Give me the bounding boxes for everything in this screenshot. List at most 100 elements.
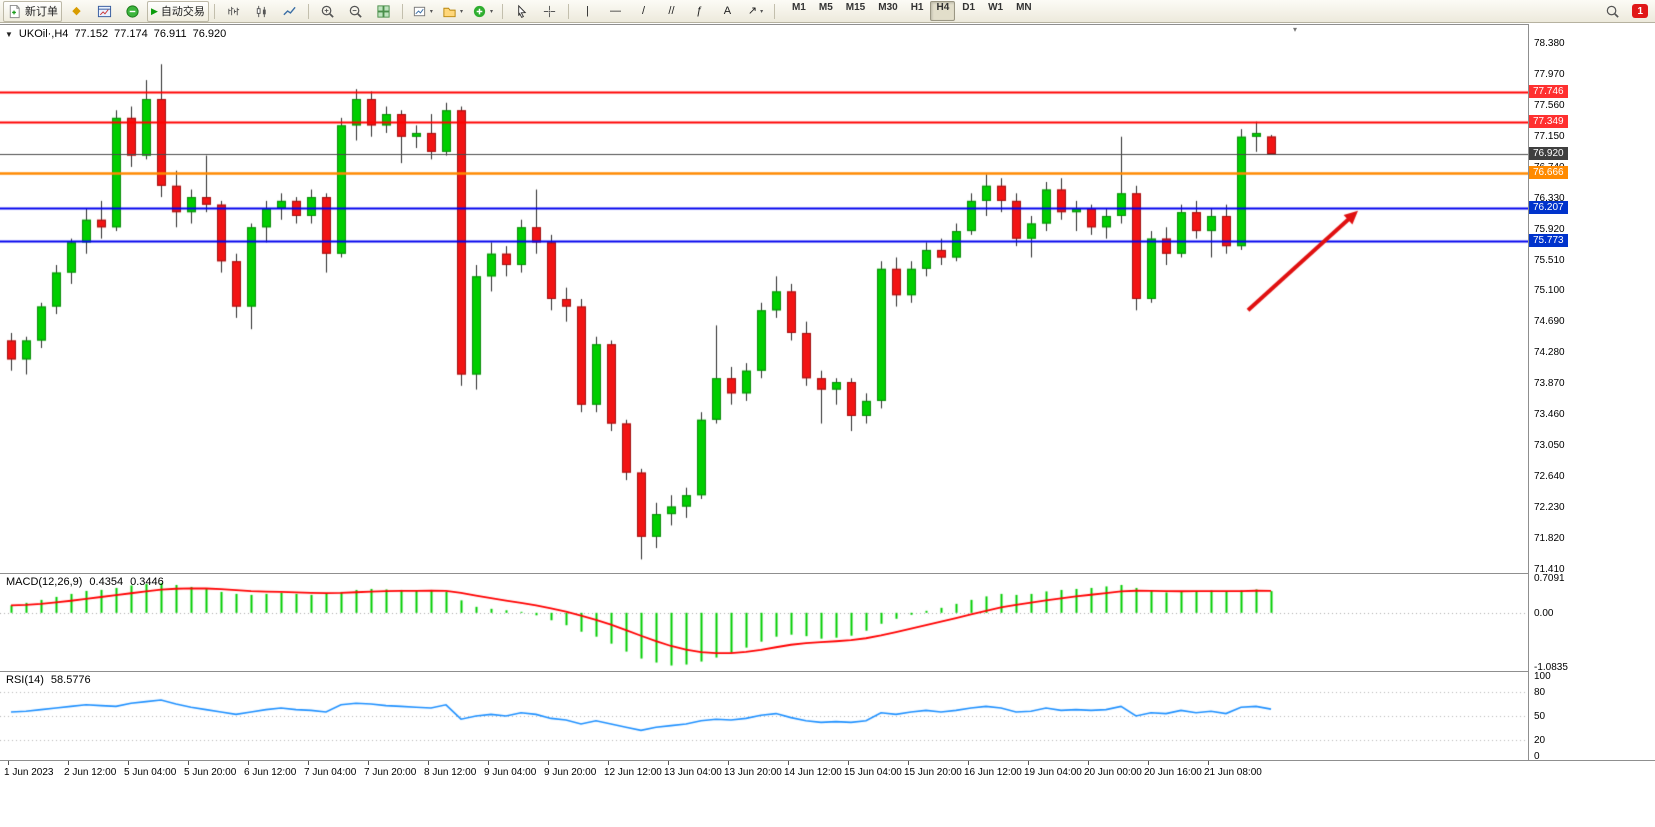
- macd-value-signal: 0.3446: [130, 576, 164, 588]
- time-tick: [728, 761, 729, 765]
- rsi-scale-label: 80: [1534, 687, 1545, 698]
- trendline-tool-button[interactable]: /: [630, 1, 657, 22]
- pane-separator[interactable]: [0, 573, 1655, 574]
- price-tick-label: 73.460: [1534, 409, 1565, 420]
- time-tick: [1028, 761, 1029, 765]
- new-chart-icon: [412, 4, 427, 19]
- profiles-button[interactable]: ▾: [438, 1, 467, 22]
- text-tool-button[interactable]: A: [714, 1, 741, 22]
- channel-tool-button[interactable]: //: [658, 1, 685, 22]
- zoom-in-icon: [320, 4, 335, 19]
- horizontal-line-tool-button[interactable]: —: [602, 1, 629, 22]
- time-label: 15 Jun 04:00: [844, 767, 902, 778]
- bar-chart-button[interactable]: [220, 1, 247, 22]
- macd-indicator-canvas[interactable]: [0, 574, 1528, 670]
- tile-windows-button[interactable]: [370, 1, 397, 22]
- time-tick: [128, 761, 129, 765]
- trading-terminal-window: 新订单 ◆ ▶ 自动交易: [0, 0, 1655, 827]
- market-watch-button[interactable]: [91, 1, 118, 22]
- search-button[interactable]: [1599, 1, 1626, 22]
- dropdown-caret-icon: ▾: [760, 8, 763, 15]
- candlestick-chart-icon: [254, 4, 269, 19]
- data-window-icon: [125, 4, 140, 19]
- pane-separator[interactable]: [0, 671, 1655, 672]
- crosshair-icon: [542, 4, 557, 19]
- vertical-line-icon: |: [586, 6, 589, 17]
- zoom-out-icon: [348, 4, 363, 19]
- time-label: 7 Jun 04:00: [304, 767, 356, 778]
- timeframe-button-mn[interactable]: MN: [1010, 1, 1038, 21]
- rsi-scale-label: 100: [1534, 671, 1551, 682]
- timeframe-button-m5[interactable]: M5: [813, 1, 839, 21]
- fibonacci-icon: ƒ: [696, 6, 702, 17]
- timeframe-button-d1[interactable]: D1: [956, 1, 981, 21]
- timeframe-button-m1[interactable]: M1: [786, 1, 812, 21]
- time-label: 19 Jun 04:00: [1024, 767, 1082, 778]
- cursor-button[interactable]: [508, 1, 535, 22]
- symbols-button[interactable]: ◆: [63, 1, 90, 22]
- line-chart-button[interactable]: [276, 1, 303, 22]
- new-order-button[interactable]: 新订单: [3, 1, 62, 22]
- time-label: 13 Jun 04:00: [664, 767, 722, 778]
- bottom-strip: [0, 783, 1655, 827]
- price-scale[interactable]: 78.38077.97077.56077.15076.74076.33075.9…: [1529, 24, 1655, 760]
- crosshair-button[interactable]: [536, 1, 563, 22]
- timeframe-button-m15[interactable]: M15: [840, 1, 871, 21]
- zoom-in-button[interactable]: [314, 1, 341, 22]
- time-label: 20 Jun 16:00: [1144, 767, 1202, 778]
- ohlc-high: 77.174: [114, 28, 148, 40]
- tile-windows-icon: [376, 4, 391, 19]
- new-chart-button[interactable]: ▾: [408, 1, 437, 22]
- time-tick: [1208, 761, 1209, 765]
- autotrading-button[interactable]: ▶ 自动交易: [147, 1, 209, 22]
- data-window-button[interactable]: [119, 1, 146, 22]
- main-toolbar: 新订单 ◆ ▶ 自动交易: [0, 0, 1655, 23]
- symbol-dropdown-icon[interactable]: ▼: [5, 30, 13, 39]
- macd-scale-label: 0.00: [1534, 608, 1553, 619]
- price-tick-label: 75.100: [1534, 285, 1565, 296]
- macd-title: MACD(12,26,9): [6, 576, 82, 588]
- price-tick-label: 73.050: [1534, 440, 1565, 451]
- price-tick-label: 71.820: [1534, 533, 1565, 544]
- time-tick: [908, 761, 909, 765]
- time-label: 7 Jun 20:00: [364, 767, 416, 778]
- chart-shift-marker[interactable]: ▾: [1293, 25, 1297, 34]
- timeframe-button-h4[interactable]: H4: [930, 1, 955, 21]
- time-tick: [368, 761, 369, 765]
- line-chart-icon: [282, 4, 297, 19]
- vertical-line-tool-button[interactable]: |: [574, 1, 601, 22]
- indicators-button[interactable]: ▾: [468, 1, 497, 22]
- chart-top-border: [0, 24, 1655, 25]
- market-watch-icon: [97, 4, 112, 19]
- time-tick: [488, 761, 489, 765]
- time-label: 16 Jun 12:00: [964, 767, 1022, 778]
- time-label: 12 Jun 12:00: [604, 767, 662, 778]
- rsi-indicator-canvas[interactable]: [0, 672, 1528, 760]
- time-tick: [248, 761, 249, 765]
- time-label: 5 Jun 20:00: [184, 767, 236, 778]
- zoom-out-button[interactable]: [342, 1, 369, 22]
- timeframe-toolbar: M1M5M15M30H1H4D1W1MN: [786, 1, 1038, 21]
- fibonacci-tool-button[interactable]: ƒ: [686, 1, 713, 22]
- chart-info-line: ▼ UKOil·,H4 77.152 77.174 76.911 76.920: [5, 28, 226, 40]
- time-label: 9 Jun 04:00: [484, 767, 536, 778]
- pivot-line-tag: 76.666: [1529, 166, 1568, 179]
- time-label: 1 Jun 2023: [4, 767, 54, 778]
- time-label: 5 Jun 04:00: [124, 767, 176, 778]
- price-tick-label: 77.970: [1534, 69, 1565, 80]
- price-chart-canvas[interactable]: [0, 26, 1528, 572]
- timeframe-button-w1[interactable]: W1: [982, 1, 1009, 21]
- timeframe-button-h1[interactable]: H1: [905, 1, 930, 21]
- time-axis[interactable]: 1 Jun 20232 Jun 12:005 Jun 04:005 Jun 20…: [0, 760, 1655, 783]
- candlestick-chart-button[interactable]: [248, 1, 275, 22]
- macd-label: MACD(12,26,9) 0.4354 0.3446: [6, 576, 164, 588]
- time-axis-border: [0, 760, 1655, 761]
- arrows-tool-button[interactable]: ↗ ▾: [742, 1, 769, 22]
- profiles-icon: [442, 4, 457, 19]
- ohlc-low: 76.911: [154, 28, 187, 40]
- time-tick: [1088, 761, 1089, 765]
- timeframe-button-m30[interactable]: M30: [872, 1, 903, 21]
- notifications-badge[interactable]: 1: [1632, 4, 1648, 18]
- toolbar-separator: [568, 4, 569, 19]
- channel-icon: //: [668, 6, 674, 17]
